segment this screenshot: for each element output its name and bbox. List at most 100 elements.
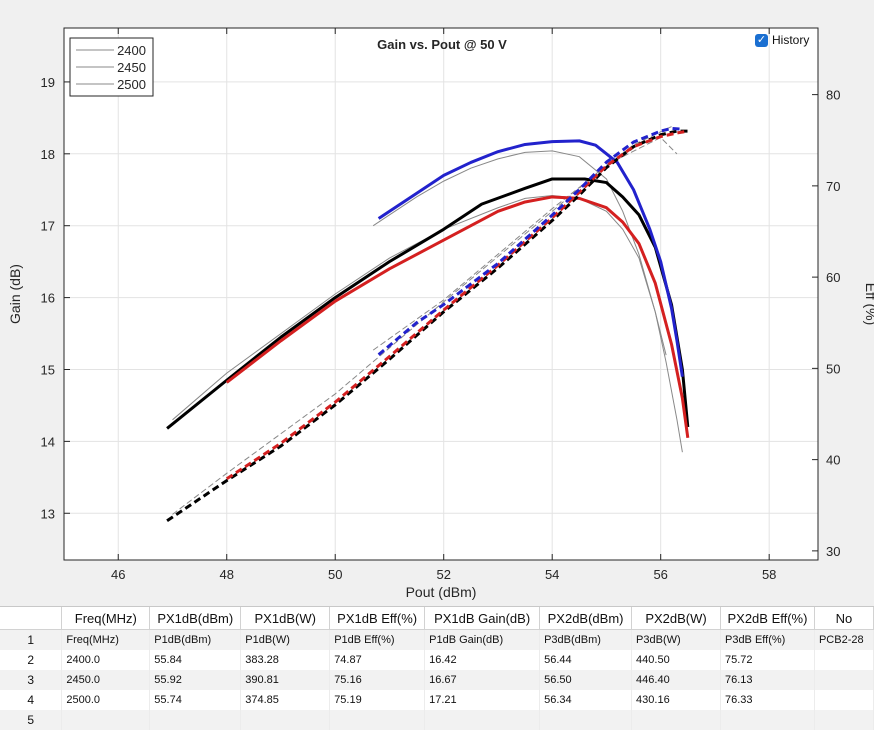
table-cell[interactable]: P3dB Eff(%) [720, 629, 815, 650]
y-tick-label: 14 [41, 434, 55, 449]
table-cell[interactable]: 2450.0 [61, 670, 151, 690]
table-cell[interactable] [149, 710, 242, 730]
history-line [372, 150, 667, 356]
table-cell[interactable]: 16.42 [424, 650, 541, 670]
table-cell[interactable]: 75.16 [329, 670, 426, 690]
table-cell[interactable]: 2400.0 [61, 650, 151, 670]
table-cell[interactable]: P1dB(W) [240, 629, 331, 650]
table-cell[interactable]: PCB2-28 [814, 629, 874, 650]
column-header[interactable]: Freq(MHz) [61, 607, 151, 630]
chart-area: 46 48 50 52 54 56 58 13 14 15 16 17 18 19 30 40 50 60 70 80… [7, 27, 874, 600]
x-tick-label: 56 [653, 567, 667, 582]
x-axis-label: Pout (dBm) [406, 584, 477, 600]
series-line-2450 [225, 195, 690, 438]
y2-tick-label: 50 [826, 361, 840, 376]
table-cell[interactable]: 76.33 [720, 690, 815, 710]
table-cell[interactable] [631, 710, 721, 730]
x-tick-label: 48 [219, 567, 233, 582]
plot-background [64, 28, 818, 560]
column-header[interactable]: PX2dB Eff(%) [720, 607, 815, 630]
table-cell[interactable]: 75.19 [329, 690, 426, 710]
table-cell[interactable]: P1dB(dBm) [149, 629, 242, 650]
y2-tick-label: 80 [826, 88, 840, 103]
table-cell[interactable]: 55.74 [149, 690, 242, 710]
table-cell[interactable] [814, 710, 874, 730]
results-table-panel: Freq(MHz) PX1dB(dBm) PX1dB(W) PX1dB Eff(%) P… [0, 606, 874, 732]
y-tick-label: 18 [41, 147, 55, 162]
table-cell[interactable] [240, 710, 331, 730]
table-row[interactable]: 3 2450.0 55.92 390.81 75.16 16.67 56.50 446.40 7… [0, 670, 874, 690]
table-cell[interactable]: 374.85 [240, 690, 331, 710]
row-number: 2 [0, 650, 63, 670]
table-cell[interactable] [720, 710, 815, 730]
series-line-2500-eff [377, 126, 683, 356]
series-line-2450-eff [225, 129, 689, 481]
table-cell[interactable]: 76.13 [720, 670, 815, 690]
table-cell[interactable]: 56.50 [539, 670, 633, 690]
table-row[interactable]: 4 2500.0 55.74 374.85 75.19 17.21 56.34 430.16 7… [0, 690, 874, 710]
table-cell[interactable]: 390.81 [240, 670, 331, 690]
table-cell[interactable]: 446.40 [631, 670, 721, 690]
x-tick-label: 58 [762, 567, 776, 582]
table-cell[interactable]: P1dB Gain(dB) [424, 629, 541, 650]
y-tick-label: 13 [41, 506, 55, 521]
table-cell[interactable]: 430.16 [631, 690, 721, 710]
history-label: History [772, 33, 810, 47]
table-cell[interactable]: 55.84 [149, 650, 242, 670]
table-cell[interactable] [814, 650, 874, 670]
history-line [172, 136, 678, 515]
table-row[interactable]: 2 2400.0 55.84 383.28 74.87 16.42 56.44 440.50 7… [0, 650, 874, 670]
table-cell[interactable]: 383.28 [240, 650, 331, 670]
column-header[interactable]: PX1dB Eff(%) [329, 607, 426, 630]
table-cell[interactable]: 2500.0 [61, 690, 151, 710]
history-line [372, 126, 672, 351]
y2-axis-label: Eff (%) [863, 283, 874, 326]
table-row[interactable]: 5 [0, 710, 874, 730]
table-cell[interactable]: 440.50 [631, 650, 721, 670]
table-cell[interactable]: 75.72 [720, 650, 815, 670]
y2-tick-label: 70 [826, 179, 840, 194]
table-cell[interactable]: P1dB Eff(%) [329, 629, 426, 650]
checkmark-icon: ✓ [755, 33, 768, 47]
x-tick-label: 54 [545, 567, 559, 582]
y-tick-label: 16 [41, 291, 55, 306]
row-number: 4 [0, 690, 63, 710]
table-cell[interactable]: 56.44 [539, 650, 633, 670]
table-cell[interactable] [539, 710, 633, 730]
column-header[interactable]: PX1dB Gain(dB) [424, 607, 541, 630]
column-header[interactable]: PX2dB(W) [631, 607, 721, 630]
table-cell[interactable] [814, 690, 874, 710]
column-header[interactable]: PX1dB(W) [240, 607, 331, 630]
table-cell[interactable] [814, 670, 874, 690]
table-cell[interactable]: 17.21 [424, 690, 541, 710]
row-number: 1 [0, 629, 63, 650]
legend-entry: 2400 [117, 43, 146, 58]
table-cell[interactable] [61, 710, 151, 730]
table-cell[interactable] [424, 710, 541, 730]
y-tick-label: 19 [41, 75, 55, 90]
table-row[interactable]: 1 Freq(MHz) P1dB(dBm) P1dB(W) P1dB Eff(%) P1d… [0, 629, 874, 650]
table-cell[interactable] [329, 710, 426, 730]
table-cell[interactable]: 55.92 [149, 670, 242, 690]
x-tick-label: 52 [436, 567, 450, 582]
column-header-index[interactable] [0, 607, 63, 630]
y-tick-label: 15 [41, 362, 55, 377]
legend-entry: 2500 [117, 77, 146, 92]
table-cell[interactable]: P3dB(W) [631, 629, 721, 650]
table-cell[interactable]: 56.34 [539, 690, 633, 710]
y-axis-label: Gain (dB) [7, 264, 23, 324]
axes-box [63, 27, 819, 561]
column-header[interactable]: PX1dB(dBm) [149, 607, 242, 630]
x-tick-label: 46 [111, 567, 125, 582]
table-cell[interactable]: 74.87 [329, 650, 426, 670]
row-number: 3 [0, 670, 63, 690]
column-header[interactable]: No [814, 607, 874, 630]
results-table: Freq(MHz) PX1dB(dBm) PX1dB(W) PX1dB Eff(%) P… [0, 607, 874, 730]
table-cell[interactable]: P3dB(dBm) [539, 629, 633, 650]
table-cell[interactable]: Freq(MHz) [61, 629, 151, 650]
table-cell[interactable]: 16.67 [424, 670, 541, 690]
y2-tick-label: 30 [826, 544, 840, 559]
history-checkbox[interactable]: ✓ History [755, 33, 809, 47]
column-header[interactable]: PX2dB(dBm) [539, 607, 633, 630]
y-tick-label: 17 [41, 219, 55, 234]
